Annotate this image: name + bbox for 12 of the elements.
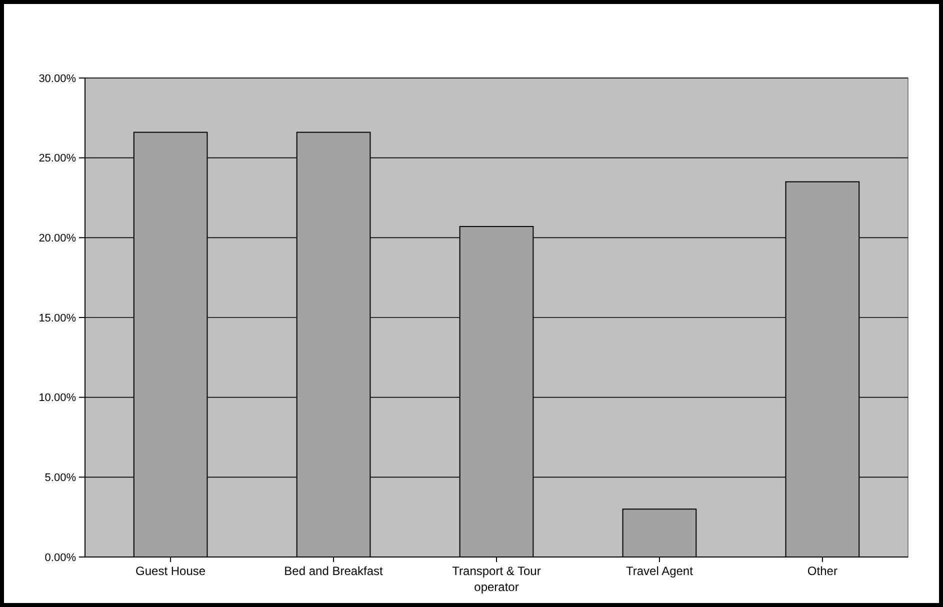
x-tick-label: Bed and Breakfast [284, 564, 384, 578]
x-tick-label: Guest House [136, 564, 206, 578]
x-tick-label: Travel Agent [626, 564, 694, 578]
y-tick-label: 10.00% [38, 392, 76, 404]
y-tick-label: 25.00% [38, 152, 76, 165]
y-tick-label: 5.00% [44, 472, 76, 484]
y-tick-label: 30.00% [38, 72, 76, 85]
x-tick-label: Transport & Tour operator [452, 564, 541, 594]
y-tick-label: 0.00% [44, 552, 76, 564]
y-tick-label: 15.00% [38, 312, 76, 324]
y-tick-label: 20.00% [38, 232, 76, 245]
x-tick-label: Other [807, 564, 838, 578]
